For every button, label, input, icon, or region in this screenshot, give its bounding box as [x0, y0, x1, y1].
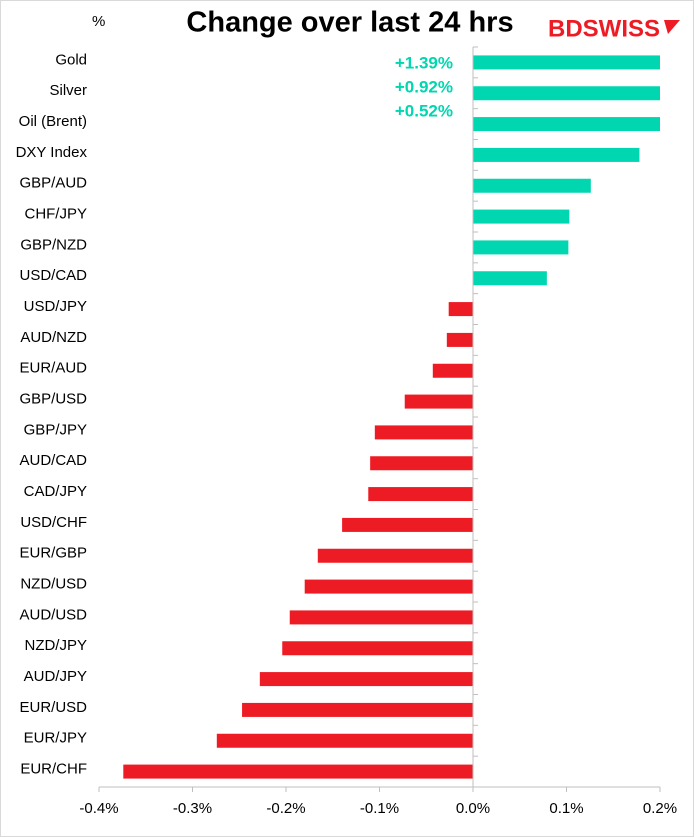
x-tick-label: 0.0%	[456, 800, 490, 817]
y-tick-label: AUD/CAD	[19, 452, 87, 469]
bar	[448, 302, 473, 317]
bar	[473, 240, 569, 255]
y-tick-label: USD/CHF	[20, 514, 87, 531]
y-tick-label: EUR/GBP	[19, 545, 87, 562]
bar	[446, 332, 473, 347]
bar	[432, 363, 473, 378]
bar	[368, 487, 473, 502]
bar	[473, 86, 660, 101]
bar	[289, 610, 473, 625]
data-label: +1.39%	[395, 53, 453, 72]
y-tick-label: DXY Index	[16, 144, 88, 161]
x-tick-label: -0.4%	[79, 800, 118, 817]
y-tick-label: CHF/JPY	[24, 206, 87, 223]
bar	[473, 271, 547, 286]
x-tick-label: -0.1%	[360, 800, 399, 817]
y-tick-label: Oil (Brent)	[19, 113, 87, 130]
x-tick-label: 0.2%	[643, 800, 677, 817]
logo: BDSWISS	[548, 15, 660, 42]
bars	[123, 55, 660, 779]
y-tick-label: Silver	[49, 82, 87, 99]
bar	[374, 425, 473, 440]
y-tick-label: AUD/USD	[19, 606, 87, 623]
bar	[473, 147, 640, 162]
bar	[473, 178, 591, 193]
bar	[404, 394, 473, 409]
x-tick-label: -0.2%	[266, 800, 305, 817]
y-tick-label: GBP/NZD	[20, 236, 87, 253]
bar	[242, 702, 473, 717]
bar	[282, 641, 473, 656]
y-tick-label: NZD/JPY	[24, 637, 87, 654]
bar	[123, 764, 473, 779]
y-tick-label: Gold	[55, 51, 87, 68]
bar	[304, 579, 473, 594]
y-tick-label: GBP/JPY	[24, 421, 87, 438]
y-tick-label: NZD/USD	[20, 576, 87, 593]
data-label: +0.52%	[395, 101, 453, 120]
y-tick-label: EUR/AUD	[19, 360, 87, 377]
y-tick-label: AUD/NZD	[20, 329, 87, 346]
bar	[473, 117, 660, 132]
bar	[259, 672, 473, 687]
y-tick-label: USD/JPY	[24, 298, 87, 315]
data-label: +0.92%	[395, 77, 453, 96]
y-tick-label: EUR/USD	[19, 699, 87, 716]
y-tick-label: USD/CAD	[19, 267, 87, 284]
y-tick-label: EUR/JPY	[24, 730, 87, 747]
bar	[370, 456, 473, 471]
bar	[473, 209, 570, 224]
bar	[473, 55, 660, 70]
y-tick-label: GBP/AUD	[19, 175, 87, 192]
bar	[216, 733, 473, 748]
chart-title: Change over last 24 hrs	[186, 7, 513, 39]
y-tick-label: AUD/JPY	[24, 668, 87, 685]
unit-label: %	[92, 13, 105, 30]
x-tick-label: -0.3%	[173, 800, 212, 817]
x-tick-label: 0.1%	[549, 800, 583, 817]
y-tick-label: EUR/CHF	[20, 761, 87, 778]
y-tick-label: CAD/JPY	[24, 483, 87, 500]
bar	[317, 548, 473, 563]
logo-mark	[664, 20, 680, 34]
bar	[342, 517, 473, 532]
y-tick-label: GBP/USD	[19, 391, 87, 408]
